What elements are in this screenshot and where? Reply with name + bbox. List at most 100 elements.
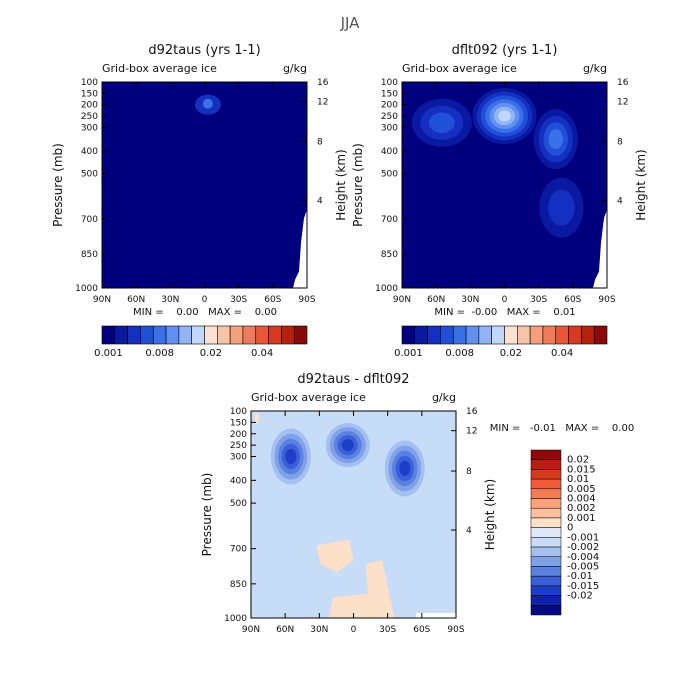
y-tick-right-label: 16	[317, 78, 329, 88]
colorbar-swatch	[165, 325, 180, 345]
topography-mask	[293, 209, 307, 288]
colorbar-swatch	[491, 325, 505, 345]
colorbar-label: 0.002	[567, 503, 596, 514]
x-tick-label: 0	[351, 625, 357, 635]
panel-subtitle: Grid-box average ice	[102, 62, 217, 75]
x-tick-label: 60S	[413, 625, 430, 635]
y-tick-label: 300	[230, 453, 247, 463]
x-tick-label: 60N	[276, 625, 294, 635]
x-tick-label: 30S	[230, 295, 247, 305]
colorbar-swatch	[268, 325, 282, 345]
y-axis-right-label: Height (km)	[634, 149, 648, 220]
x-tick-label: 30N	[461, 295, 479, 305]
panel-title: d92taus - dflt092	[297, 372, 409, 387]
colorbar-label: -0.01	[567, 571, 593, 582]
colorbar-swatch	[530, 527, 562, 538]
colorbar-swatch	[568, 325, 582, 345]
colorbar-swatch	[191, 325, 205, 345]
colorbar-swatch	[530, 507, 562, 519]
chart-panel-3: d92taus - dflt092 Grid-box average ice g/k…	[200, 372, 634, 635]
colorbar-swatch	[465, 325, 480, 345]
y-tick-right-label: 8	[466, 467, 472, 477]
x-tick-label: 90S	[298, 295, 315, 305]
colorbar-label: -0.002	[567, 542, 599, 553]
y-tick-label: 700	[230, 545, 247, 555]
topography-mask	[416, 613, 456, 618]
colorbar-label: 0	[567, 523, 573, 534]
colorbar-swatch	[452, 325, 467, 345]
colorbar-swatch	[255, 325, 269, 345]
colorbar-swatch	[530, 575, 562, 587]
chart-panel-1: d92taus (yrs 1-1) Grid-box average ice g/k…	[51, 43, 348, 359]
x-tick-label: 90N	[393, 295, 411, 305]
chart-panel-2: dflt092 (yrs 1-1) Grid-box average ice g/k…	[351, 43, 648, 359]
y-axis-right-label: Height (km)	[483, 479, 497, 550]
panel-units: g/kg	[432, 391, 456, 404]
colorbar-swatch	[127, 325, 141, 345]
diff-contour-0-4	[341, 439, 354, 452]
colorbar-swatch	[530, 585, 562, 596]
colorbar-swatch	[204, 325, 218, 345]
colorbar-swatch	[504, 325, 518, 345]
y-tick-right-label: 8	[317, 138, 323, 148]
colorbar-swatch	[530, 566, 562, 577]
x-tick-label: 60S	[264, 295, 281, 305]
ice-contour-3-1	[548, 189, 575, 226]
y-tick-label: 850	[230, 580, 247, 590]
y-tick-label: 300	[81, 123, 98, 133]
y-tick-label: 850	[381, 250, 398, 260]
y-axis-right-label: Height (km)	[334, 149, 348, 220]
y-tick-label: 850	[81, 250, 98, 260]
min-max-stats: MIN = 0.00 MAX = 0.00	[133, 307, 277, 318]
panel-subtitle: Grid-box average ice	[251, 391, 366, 404]
ice-feature-core	[202, 98, 213, 109]
page-title: JJA	[340, 14, 361, 32]
colorbar-swatch	[427, 325, 441, 345]
x-tick-label: 30S	[530, 295, 547, 305]
y-tick-right-label: 12	[617, 98, 628, 108]
panel-units: g/kg	[583, 62, 607, 75]
colorbar-swatch	[581, 325, 595, 345]
y-tick-right-label: 8	[617, 138, 623, 148]
diff-contour-1-4	[285, 448, 297, 465]
colorbar-label: 0.001	[567, 513, 596, 524]
colorbar-swatch	[555, 325, 569, 345]
colorbar-label: 0.02	[500, 348, 522, 359]
y-tick-label: 200	[81, 101, 98, 111]
colorbar-swatch	[530, 605, 562, 616]
panel-subtitle: Grid-box average ice	[402, 62, 517, 75]
colorbar-swatch	[217, 325, 231, 345]
y-tick-right-label: 12	[317, 98, 328, 108]
colorbar-label: -0.015	[567, 581, 599, 592]
y-axis-label: Pressure (mb)	[51, 143, 65, 227]
ice-contour-0-6	[498, 110, 511, 122]
y-tick-label: 100	[381, 78, 398, 88]
x-tick-label: 60N	[127, 295, 145, 305]
colorbar-swatch	[229, 325, 244, 345]
y-tick-label: 1000	[375, 284, 398, 294]
diff-positive-patch-0	[316, 539, 354, 573]
x-tick-label: 90S	[598, 295, 615, 305]
colorbar-swatch	[530, 537, 562, 548]
x-tick-label: 60N	[427, 295, 445, 305]
colorbar-swatch	[530, 478, 562, 490]
colorbar-label: 0.001	[94, 348, 123, 359]
y-tick-label: 200	[381, 101, 398, 111]
y-tick-label: 700	[81, 215, 98, 225]
colorbar-swatch	[140, 325, 154, 345]
y-tick-label: 500	[81, 170, 98, 180]
colorbar-swatch	[593, 325, 608, 345]
colorbar-swatch	[517, 325, 531, 345]
y-tick-right-label: 4	[617, 196, 623, 206]
colorbar-swatch	[530, 469, 562, 480]
y-tick-label: 400	[81, 147, 98, 157]
ice-contour-1-2	[429, 112, 455, 134]
colorbar-swatch	[401, 325, 416, 345]
colorbar-label: 0.005	[567, 484, 596, 495]
y-tick-right-label: 4	[466, 526, 472, 536]
colorbar-swatch	[152, 325, 167, 345]
y-tick-right-label: 16	[617, 78, 629, 88]
colorbar-label: 0.01	[567, 474, 589, 485]
diff-contour-2-4	[399, 460, 411, 477]
colorbar-swatch	[530, 498, 562, 509]
